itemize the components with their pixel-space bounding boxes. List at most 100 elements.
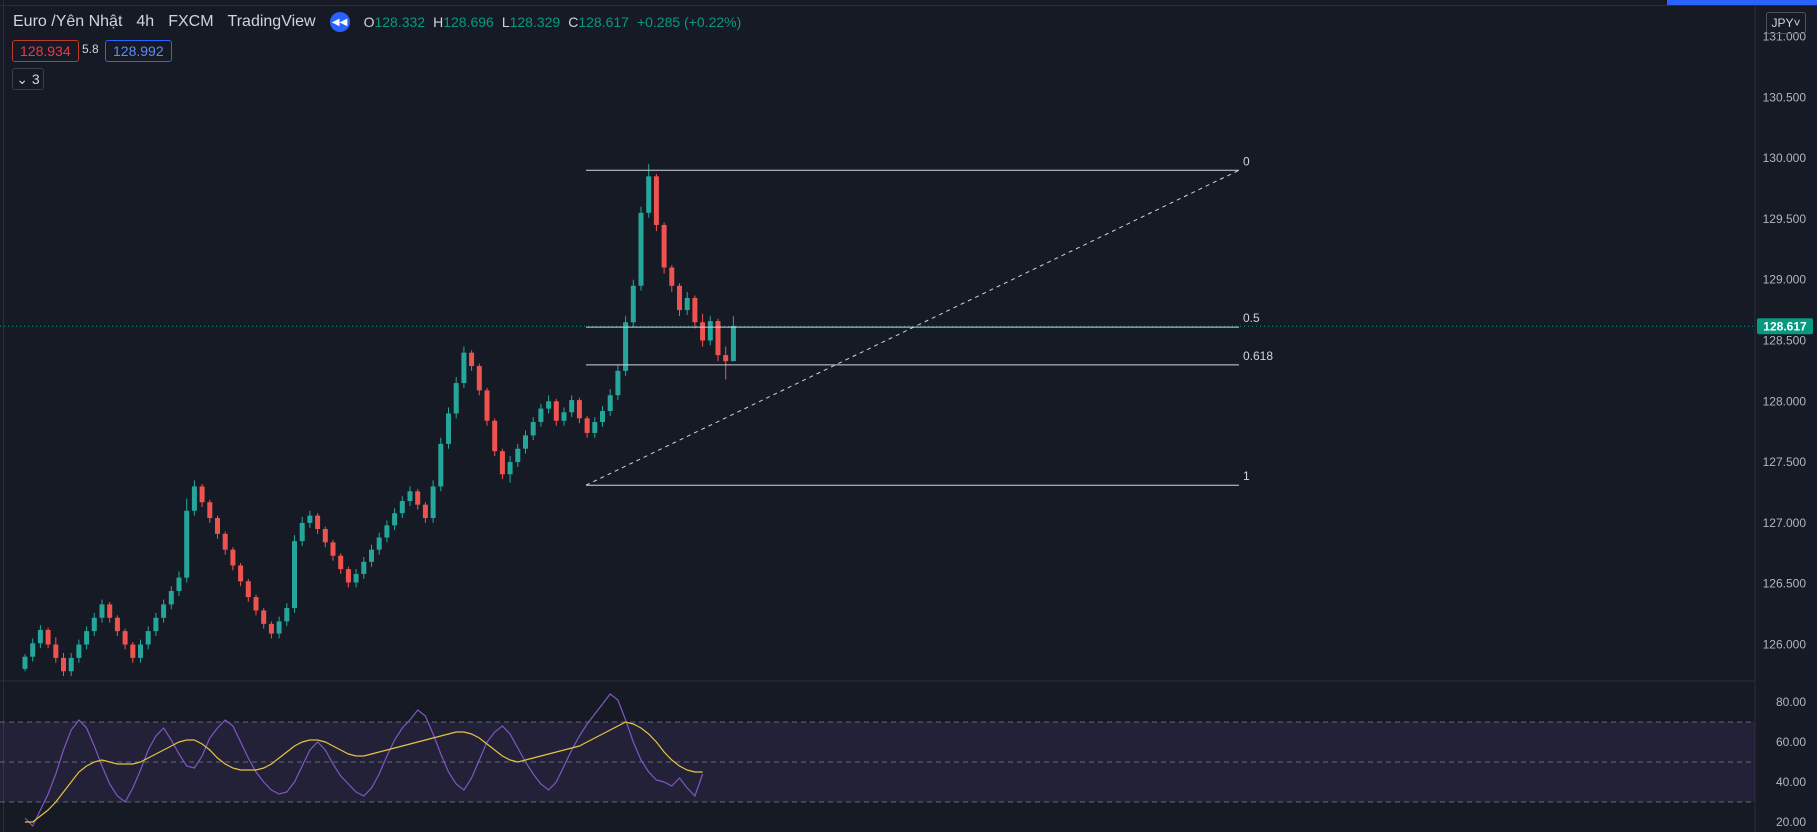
candle-body[interactable] bbox=[307, 515, 313, 523]
candle-body[interactable] bbox=[592, 421, 598, 433]
candle-body[interactable] bbox=[114, 617, 120, 632]
buy-price-button[interactable]: 128.992 bbox=[105, 40, 172, 62]
candle-body[interactable] bbox=[338, 555, 344, 570]
candle-body[interactable] bbox=[677, 285, 682, 311]
candle-body[interactable] bbox=[53, 644, 59, 658]
candle-body[interactable] bbox=[215, 518, 220, 534]
candle-body[interactable] bbox=[161, 604, 167, 618]
currency-selector[interactable]: JPY˅ bbox=[1766, 12, 1806, 34]
candle-body[interactable] bbox=[284, 608, 290, 622]
candle-body[interactable] bbox=[45, 629, 51, 645]
candle-body[interactable] bbox=[245, 581, 251, 598]
candle-body[interactable] bbox=[353, 573, 359, 583]
candle-body[interactable] bbox=[422, 504, 428, 519]
candle-body[interactable] bbox=[76, 644, 82, 658]
candle-body[interactable] bbox=[399, 501, 405, 514]
candle-body[interactable] bbox=[130, 644, 136, 658]
candle-body[interactable] bbox=[369, 549, 374, 562]
candle-body[interactable] bbox=[384, 525, 390, 538]
candle-body[interactable] bbox=[492, 420, 498, 452]
candle-body[interactable] bbox=[607, 395, 613, 412]
candle-body[interactable] bbox=[345, 569, 351, 583]
candle-body[interactable] bbox=[68, 657, 74, 672]
candle-body[interactable] bbox=[484, 390, 490, 421]
candle-body[interactable] bbox=[99, 604, 105, 618]
candle-body[interactable] bbox=[107, 604, 113, 618]
candle-body[interactable] bbox=[438, 443, 444, 487]
candle-body[interactable] bbox=[523, 435, 528, 449]
candle-body[interactable] bbox=[430, 486, 436, 519]
candle-body[interactable] bbox=[230, 549, 236, 566]
candle-body[interactable] bbox=[330, 542, 336, 556]
candle-body[interactable] bbox=[538, 408, 544, 422]
candle-body[interactable] bbox=[707, 321, 713, 341]
candle-body[interactable] bbox=[207, 502, 213, 519]
candle-body[interactable] bbox=[91, 617, 97, 632]
candle-body[interactable] bbox=[145, 631, 151, 645]
candle-body[interactable] bbox=[669, 267, 675, 286]
candle-body[interactable] bbox=[122, 631, 128, 645]
candle-body[interactable] bbox=[730, 325, 736, 362]
candle-body[interactable] bbox=[507, 462, 513, 475]
candle-body[interactable] bbox=[700, 322, 706, 341]
candle-body[interactable] bbox=[261, 610, 267, 624]
candle-body[interactable] bbox=[407, 491, 413, 502]
candle-body[interactable] bbox=[361, 561, 367, 574]
rewind-icon[interactable]: ◀◀ bbox=[329, 12, 350, 32]
candle-body[interactable] bbox=[322, 528, 328, 543]
candle-body[interactable] bbox=[168, 591, 174, 605]
interval-label[interactable]: 4h bbox=[136, 13, 155, 30]
candle-body[interactable] bbox=[476, 366, 482, 391]
candle-body[interactable] bbox=[238, 565, 244, 582]
candle-body[interactable] bbox=[600, 411, 605, 422]
candle-body[interactable] bbox=[553, 401, 559, 421]
candle-body[interactable] bbox=[415, 491, 421, 505]
candle-body[interactable] bbox=[253, 597, 259, 611]
candle-body[interactable] bbox=[268, 623, 274, 634]
candle-body[interactable] bbox=[176, 577, 182, 592]
candle-body[interactable] bbox=[392, 513, 398, 526]
candle-body[interactable] bbox=[153, 617, 159, 632]
candle-body[interactable] bbox=[453, 383, 459, 414]
candle-body[interactable] bbox=[715, 321, 721, 356]
candle-body[interactable] bbox=[292, 541, 297, 609]
candle-body[interactable] bbox=[630, 285, 636, 323]
candle-body[interactable] bbox=[376, 537, 382, 550]
sell-price-button[interactable]: 128.934 bbox=[12, 40, 79, 62]
candle-body[interactable] bbox=[546, 401, 552, 409]
candle-body[interactable] bbox=[584, 418, 590, 433]
candle-body[interactable] bbox=[646, 176, 652, 213]
candle-body[interactable] bbox=[138, 644, 143, 658]
candle-body[interactable] bbox=[638, 212, 644, 286]
candle-body[interactable] bbox=[623, 322, 629, 371]
candle-body[interactable] bbox=[37, 629, 43, 644]
candle-body[interactable] bbox=[530, 421, 536, 436]
candle-body[interactable] bbox=[461, 352, 467, 384]
candle-body[interactable] bbox=[661, 224, 667, 268]
candle-body[interactable] bbox=[569, 400, 575, 413]
rsi-ma-line[interactable] bbox=[25, 721, 703, 823]
candle-body[interactable] bbox=[30, 643, 36, 657]
candle-body[interactable] bbox=[615, 370, 621, 396]
candle-body[interactable] bbox=[561, 412, 567, 421]
candle-body[interactable] bbox=[191, 486, 197, 511]
candle-body[interactable] bbox=[653, 176, 659, 225]
candle-body[interactable] bbox=[61, 657, 66, 672]
candle-body[interactable] bbox=[199, 486, 205, 503]
rsi-line[interactable] bbox=[24, 693, 704, 828]
candle-body[interactable] bbox=[446, 413, 451, 444]
candle-body[interactable] bbox=[84, 631, 90, 645]
candle-body[interactable] bbox=[299, 522, 305, 542]
candle-body[interactable] bbox=[499, 451, 505, 475]
indicators-toggle[interactable]: ⌄ 3 bbox=[12, 68, 44, 90]
candle-body[interactable] bbox=[222, 533, 228, 550]
candle-body[interactable] bbox=[469, 352, 475, 367]
candle-body[interactable] bbox=[276, 621, 282, 634]
candle-body[interactable] bbox=[515, 448, 521, 463]
candle-body[interactable] bbox=[692, 297, 698, 323]
candle-body[interactable] bbox=[576, 400, 582, 419]
candle-body[interactable] bbox=[184, 510, 190, 578]
candle-body[interactable] bbox=[22, 656, 28, 669]
fib-trendline[interactable] bbox=[585, 169, 1240, 486]
